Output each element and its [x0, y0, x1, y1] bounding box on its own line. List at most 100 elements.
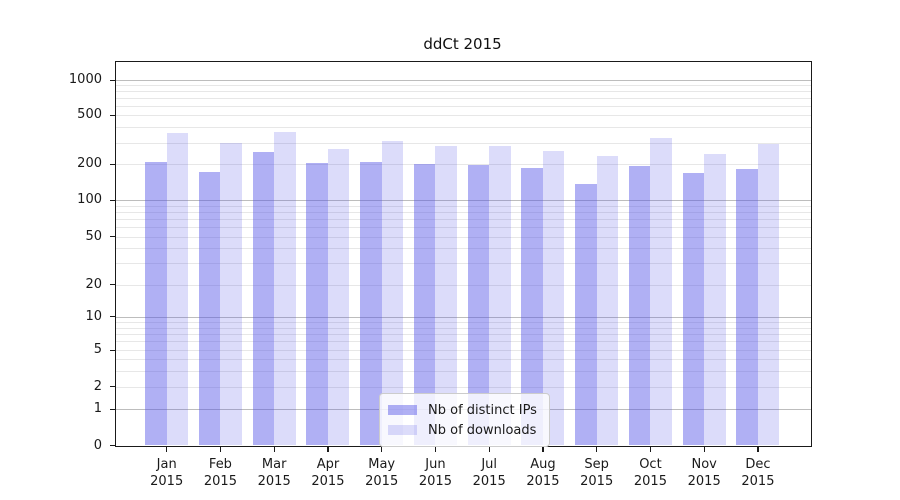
gridline-minor — [116, 85, 811, 87]
y-tick — [110, 114, 116, 117]
y-tick-label: 50 — [85, 228, 102, 244]
y-tick-label: 200 — [77, 156, 102, 172]
y-tick — [110, 284, 116, 286]
x-tick-label: Aug 2015 — [526, 457, 560, 489]
chart-title: ddCt 2015 — [423, 35, 502, 53]
gridline-minor — [116, 218, 811, 220]
x-tick — [327, 446, 329, 452]
bar-nb-of-downloads-oct-2015 — [650, 138, 672, 446]
y-tick — [110, 408, 116, 411]
y-tick-label: 0 — [93, 437, 102, 453]
legend-item-downloads: Nb of downloads — [388, 420, 537, 440]
bar-nb-of-downloads-nov-2015 — [704, 153, 726, 446]
x-tick — [542, 446, 544, 452]
bar-nb-of-distinct-ips-mar-2015 — [252, 152, 275, 446]
gridline-minor — [116, 284, 811, 286]
x-tick-label: Mar 2015 — [257, 457, 291, 489]
x-tick-label: Oct 2015 — [633, 457, 667, 489]
gridline-minor — [116, 350, 811, 352]
bar-nb-of-downloads-feb-2015 — [220, 142, 242, 446]
y-tick — [110, 316, 116, 318]
bar-nb-of-downloads-mar-2015 — [274, 132, 296, 446]
x-tick — [381, 446, 383, 452]
bar-nb-of-distinct-ips-feb-2015 — [198, 172, 221, 446]
bar-nb-of-distinct-ips-nov-2015 — [682, 173, 705, 446]
y-tick-label: 100 — [77, 192, 102, 208]
bar-nb-of-distinct-ips-may-2015 — [360, 162, 382, 446]
legend-swatch-downloads — [388, 425, 417, 435]
legend-item-distinct-ips: Nb of distinct IPs — [388, 400, 537, 420]
gridline-minor — [116, 263, 811, 265]
gridline-major — [116, 316, 811, 318]
bar-nb-of-downloads-dec-2015 — [757, 144, 780, 446]
y-tick — [110, 349, 116, 352]
gridline-minor — [116, 91, 811, 93]
x-tick-label: Apr 2015 — [311, 457, 345, 489]
gridline-minor — [116, 248, 811, 250]
x-tick-label: Nov 2015 — [687, 457, 721, 489]
bar-nb-of-downloads-may-2015 — [381, 141, 404, 446]
bar-nb-of-downloads-jan-2015 — [166, 133, 189, 446]
gridline-minor — [116, 226, 811, 228]
gridline-minor — [116, 127, 811, 129]
legend-swatch-distinct-ips — [388, 405, 417, 415]
x-tick-label: Jan 2015 — [150, 457, 184, 489]
y-tick-label: 5 — [93, 342, 102, 358]
x-tick — [434, 446, 437, 452]
x-tick-label: Jun 2015 — [418, 457, 452, 489]
y-tick — [110, 236, 116, 238]
x-tick-label: May 2015 — [365, 457, 399, 489]
x-tick — [166, 446, 168, 452]
gridline-minor — [116, 205, 811, 207]
y-tick — [110, 79, 116, 81]
y-tick-label: 20 — [85, 276, 102, 292]
bar-nb-of-downloads-apr-2015 — [327, 148, 350, 446]
x-tick-label: Sep 2015 — [580, 457, 614, 489]
bar-nb-of-distinct-ips-jun-2015 — [413, 164, 436, 446]
bar-nb-of-distinct-ips-jul-2015 — [467, 165, 490, 446]
x-tick — [219, 446, 222, 452]
x-tick — [596, 446, 598, 452]
y-tick-label: 10 — [85, 308, 102, 324]
y-tick — [110, 445, 116, 447]
y-tick — [110, 199, 116, 202]
bar-nb-of-downloads-jul-2015 — [489, 145, 511, 446]
gridline-minor — [116, 236, 811, 238]
gridline-minor — [116, 321, 811, 323]
x-tick — [273, 446, 275, 452]
x-tick-label: Jul 2015 — [472, 457, 506, 489]
bar-nb-of-distinct-ips-apr-2015 — [306, 163, 328, 446]
bar-nb-of-distinct-ips-sep-2015 — [575, 184, 597, 446]
bar-nb-of-downloads-sep-2015 — [596, 155, 619, 446]
gridline-major — [116, 200, 811, 202]
y-tick-label: 500 — [77, 107, 102, 123]
gridline-minor — [116, 115, 811, 117]
bar-nb-of-distinct-ips-dec-2015 — [736, 169, 758, 446]
bar-nb-of-distinct-ips-oct-2015 — [628, 165, 651, 446]
gridline-minor — [116, 370, 811, 372]
y-tick-label: 1 — [93, 401, 102, 417]
gridline-minor — [116, 327, 811, 329]
x-tick-label: Feb 2015 — [203, 457, 237, 489]
bar-nb-of-distinct-ips-jan-2015 — [145, 161, 167, 446]
x-tick — [488, 446, 490, 452]
x-tick — [649, 446, 652, 452]
bar-nb-of-downloads-aug-2015 — [542, 150, 565, 446]
bar-nb-of-downloads-jun-2015 — [435, 145, 457, 446]
y-tick — [110, 386, 116, 388]
bar-nb-of-distinct-ips-aug-2015 — [521, 168, 543, 446]
gridline-major — [116, 80, 811, 81]
y-tick — [110, 163, 116, 166]
legend: Nb of distinct IPs Nb of downloads — [379, 393, 550, 447]
gridline-minor — [116, 106, 811, 107]
gridline-minor — [116, 142, 811, 144]
y-tick-label: 1000 — [68, 72, 102, 87]
legend-label-downloads: Nb of downloads — [428, 422, 537, 438]
gridline-minor — [116, 98, 811, 100]
gridline-minor — [116, 164, 811, 166]
x-tick — [703, 446, 705, 452]
gridline-minor — [116, 386, 811, 388]
gridline-minor — [116, 333, 811, 335]
legend-label-distinct-ips: Nb of distinct IPs — [428, 402, 537, 418]
